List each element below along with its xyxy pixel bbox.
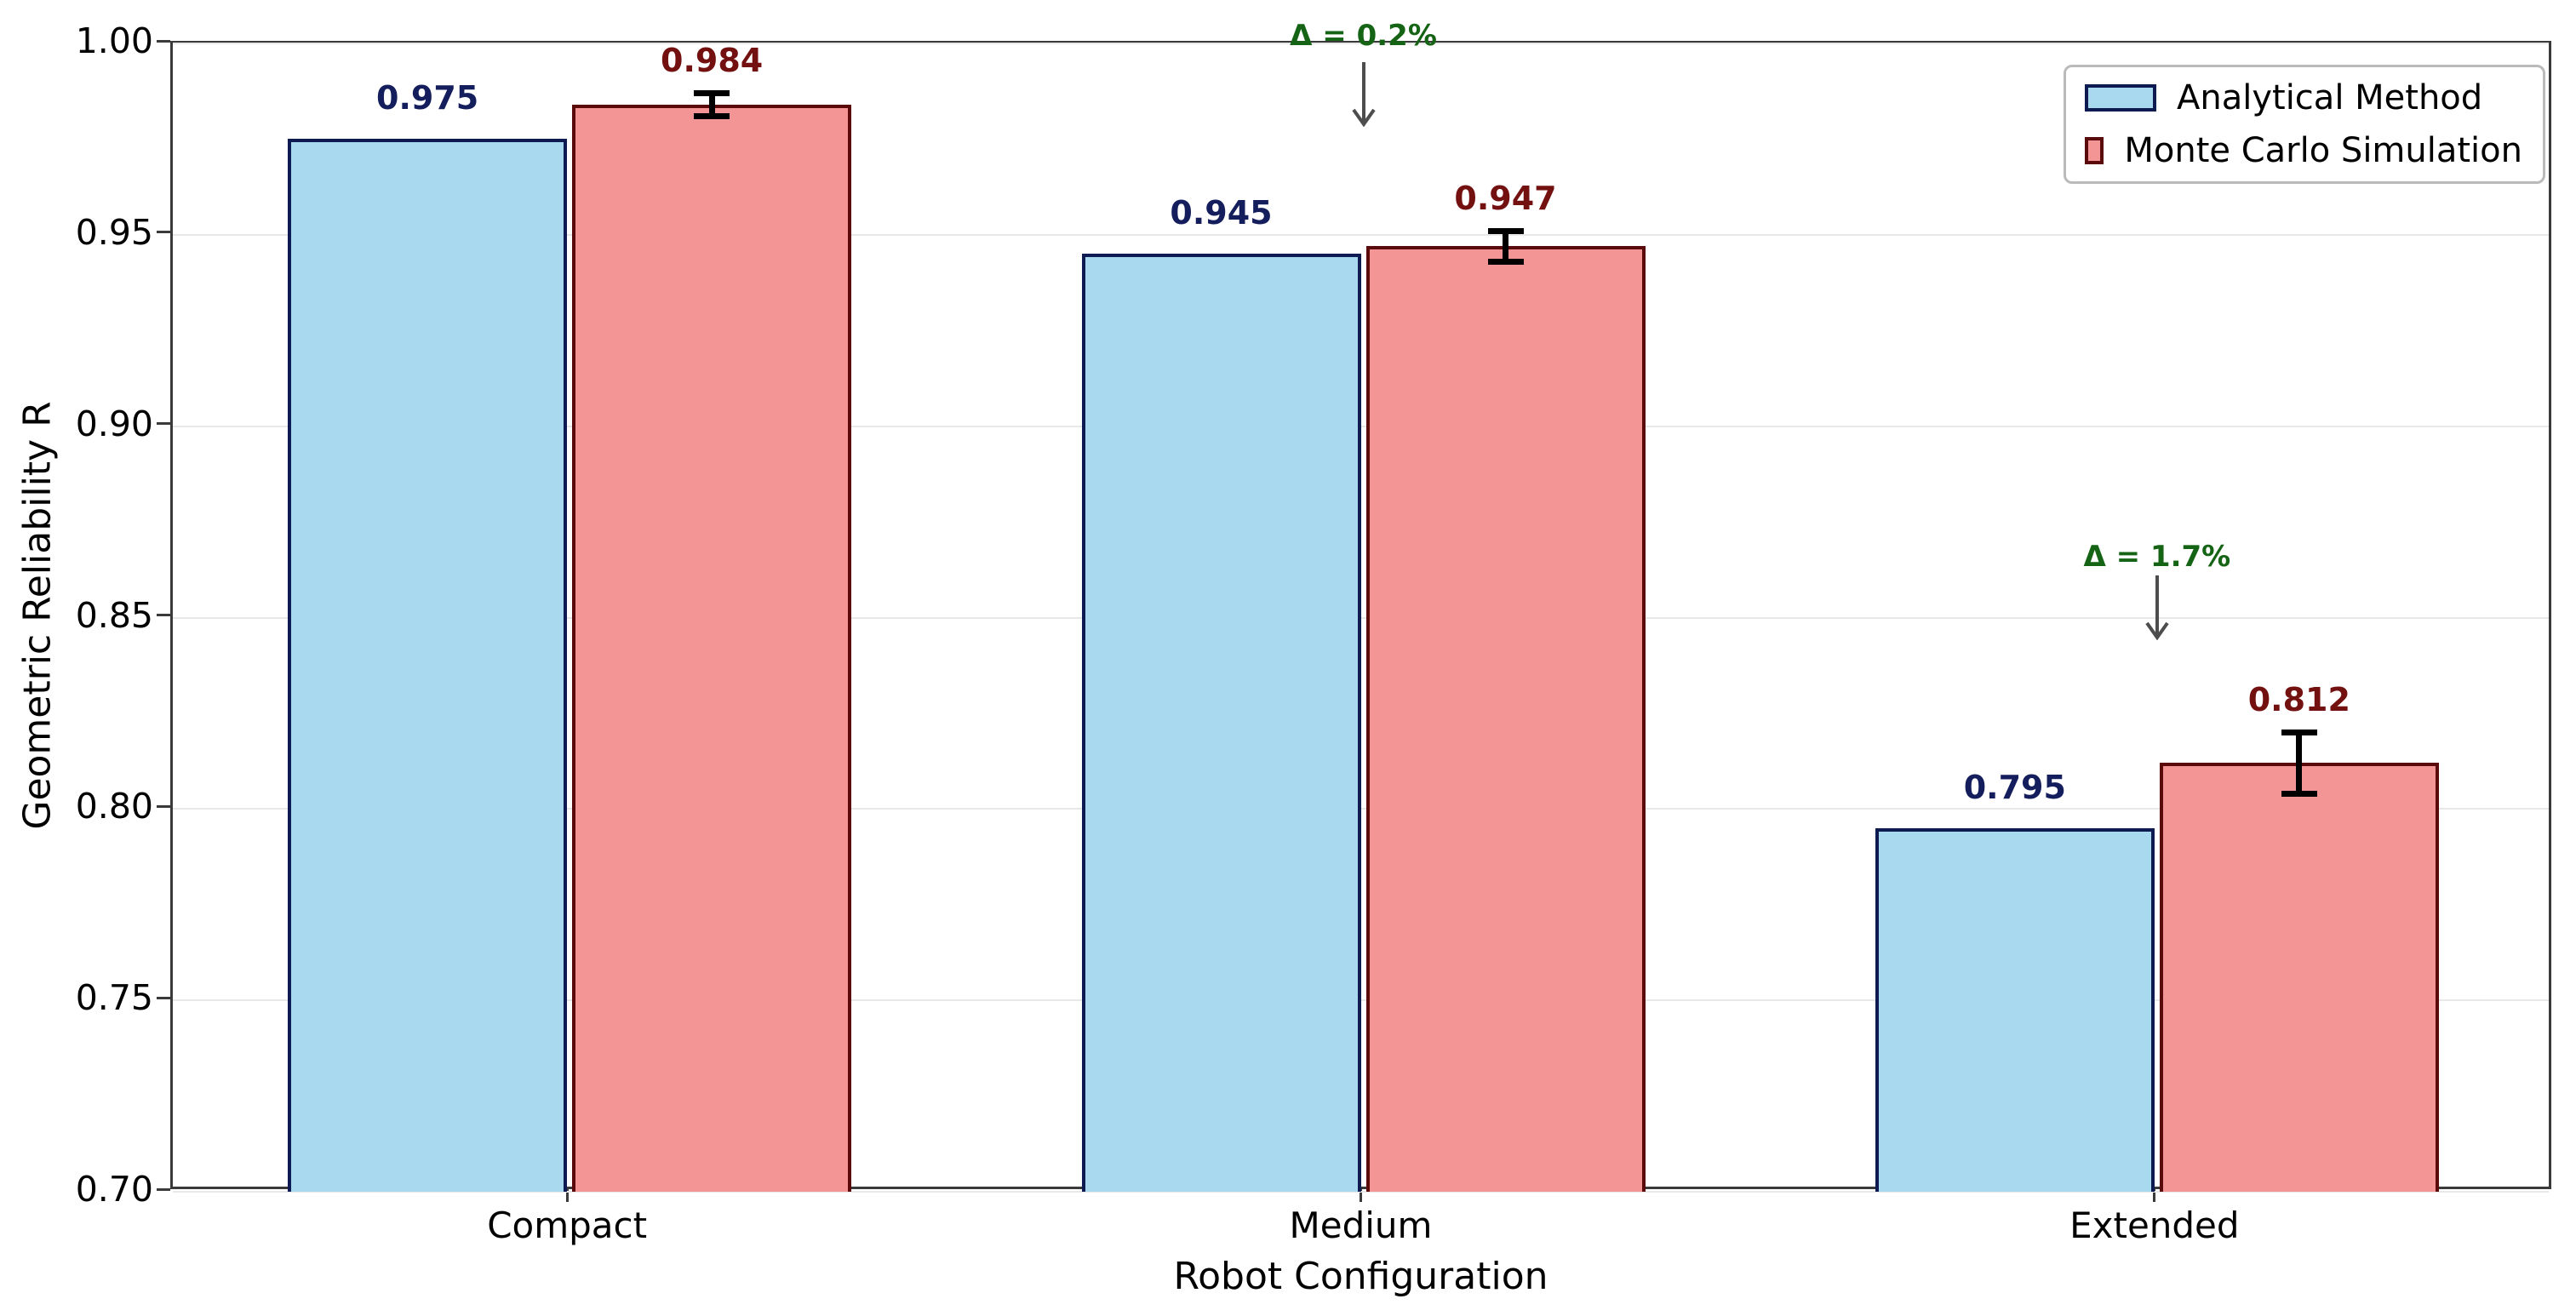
x-tick-mark xyxy=(2153,1189,2156,1202)
down-arrow-icon xyxy=(2145,575,2169,640)
error-bar xyxy=(1503,231,1508,262)
y-tick-label: 0.75 xyxy=(75,977,153,1019)
gridline xyxy=(173,43,2549,44)
legend-swatch-analytical xyxy=(2085,84,2156,112)
value-label: 0.945 xyxy=(1170,194,1273,232)
y-tick-mark xyxy=(157,231,170,234)
y-tick-label: 0.85 xyxy=(75,594,153,636)
y-tick-mark xyxy=(157,996,170,999)
gridline xyxy=(173,616,2549,619)
x-tick-label: Medium xyxy=(1289,1204,1433,1246)
y-tick-label: 0.70 xyxy=(75,1169,153,1210)
x-tick-mark xyxy=(1360,1189,1362,1202)
plot-area: 0.975 0.945 0.795 0.984 0.947 0.812 Δ = 0.2% Δ … xyxy=(170,19,2551,1193)
y-tick-mark xyxy=(157,804,170,808)
gridline xyxy=(173,233,2549,236)
gridline xyxy=(173,1191,2549,1193)
delta-annotation: Δ = 0.2% xyxy=(1290,19,1437,54)
gridline xyxy=(173,425,2549,427)
y-tick-label: 0.80 xyxy=(75,786,153,827)
error-bar xyxy=(2296,732,2303,794)
x-tick-label: Compact xyxy=(487,1204,648,1246)
y-tick-mark xyxy=(157,422,170,426)
x-tick-label: Extended xyxy=(2069,1204,2240,1246)
legend-label-analytical: Analytical Method xyxy=(2177,78,2483,117)
y-tick-label: 0.90 xyxy=(75,403,153,444)
delta-annotation: Δ = 1.7% xyxy=(2083,539,2231,574)
error-bar-cap xyxy=(2281,790,2317,797)
y-tick-label: 1.00 xyxy=(75,20,153,61)
error-bar xyxy=(708,93,715,117)
y-tick-mark xyxy=(157,39,170,43)
y-tick-mark xyxy=(157,1187,170,1191)
legend-item-montecarlo: Monte Carlo Simulation xyxy=(2085,131,2522,170)
error-bar-cap xyxy=(694,89,730,96)
y-tick-mark xyxy=(157,614,170,616)
gridline xyxy=(173,808,2549,810)
legend-item-analytical: Analytical Method xyxy=(2085,78,2522,117)
x-tick-mark xyxy=(565,1189,569,1202)
value-label: 0.947 xyxy=(1454,180,1557,218)
bar-analytical-medium xyxy=(1081,254,1361,1192)
gridline xyxy=(173,999,2549,1002)
x-axis-label: Robot Configuration xyxy=(1173,1255,1548,1298)
value-label: 0.984 xyxy=(661,42,764,80)
value-label: 0.795 xyxy=(1963,768,2066,806)
value-label: 0.975 xyxy=(376,79,479,117)
legend: Analytical Method Monte Carlo Simulation xyxy=(2064,65,2545,184)
y-tick-label: 0.95 xyxy=(75,211,153,253)
bar-montecarlo-extended xyxy=(2159,763,2439,1192)
error-bar-cap xyxy=(1487,227,1524,234)
error-bar-cap xyxy=(2281,729,2317,735)
error-bar-cap xyxy=(694,112,730,119)
value-label: 0.812 xyxy=(2247,681,2350,719)
legend-label-montecarlo: Monte Carlo Simulation xyxy=(2124,131,2522,170)
bar-analytical-extended xyxy=(1875,827,2155,1192)
legend-swatch-montecarlo xyxy=(2085,137,2104,164)
bar-analytical-compact xyxy=(288,139,568,1192)
bar-montecarlo-medium xyxy=(1365,246,1646,1192)
bar-montecarlo-compact xyxy=(572,104,852,1192)
error-bar-cap xyxy=(1487,258,1524,265)
down-arrow-icon xyxy=(1351,62,1376,128)
